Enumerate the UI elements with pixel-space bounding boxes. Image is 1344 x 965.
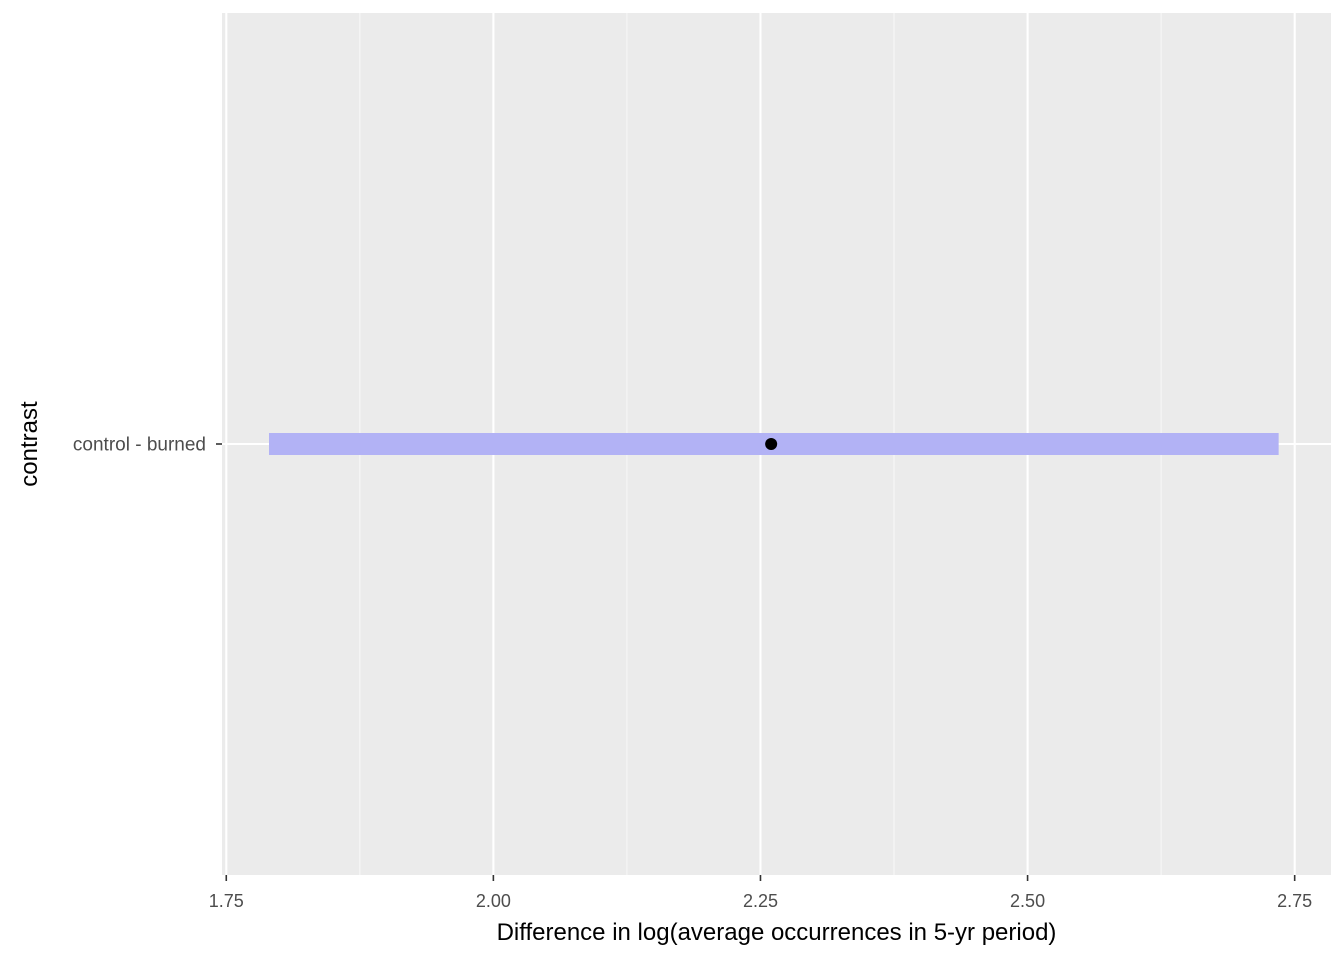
- y-axis: control - burned: [73, 435, 222, 456]
- y-axis-title: contrast: [16, 401, 43, 487]
- data-marks: [269, 433, 1279, 455]
- x-tick-label: 1.75: [209, 891, 244, 911]
- y-tick-label: control - burned: [73, 435, 206, 456]
- x-tick-label: 2.50: [1010, 891, 1045, 911]
- x-tick-label: 2.25: [743, 891, 778, 911]
- x-tick-label: 2.75: [1277, 891, 1312, 911]
- x-axis: 1.75 2.00 2.25 2.50 2.75: [209, 875, 1312, 911]
- point-estimate: [765, 438, 778, 450]
- x-tick-label: 2.00: [476, 891, 511, 911]
- x-axis-title: Difference in log(average occurrences in…: [497, 919, 1057, 946]
